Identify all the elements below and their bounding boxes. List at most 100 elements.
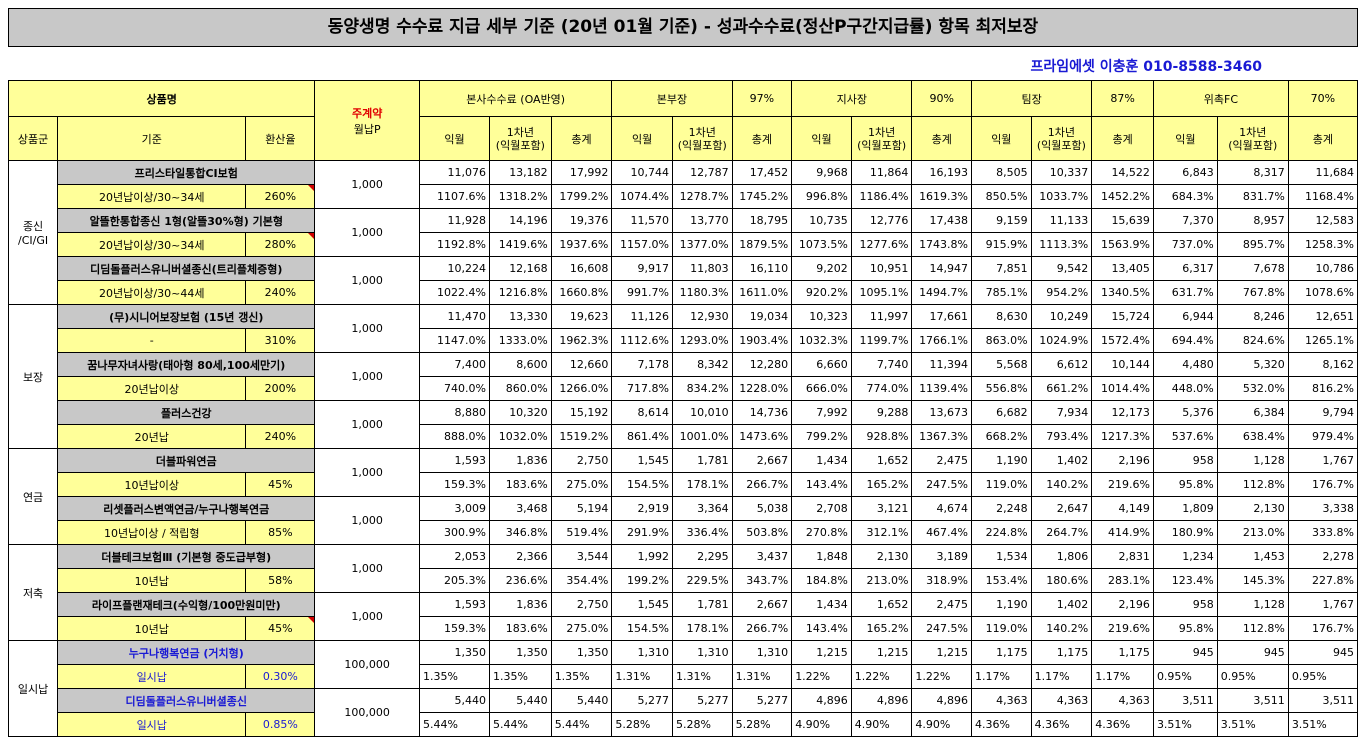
monthly-premium: 1,000	[314, 160, 420, 209]
header-section-rate: 87%	[1091, 80, 1154, 117]
commission-amount: 2,130	[850, 544, 913, 569]
product-basis: 20년납이상	[57, 376, 247, 401]
commission-amount: 11,864	[850, 160, 913, 185]
header-ik: 익월	[611, 116, 673, 161]
commission-amount: 3,468	[489, 496, 552, 521]
commission-rate: 863.0%	[971, 328, 1032, 353]
commission-amount: 13,673	[911, 400, 973, 425]
conversion-rate-value: 58%	[268, 574, 293, 587]
header-year1-top: 1차년	[867, 125, 896, 139]
commission-rate: 1.17%	[1030, 664, 1093, 689]
header-total: 총계	[1287, 116, 1359, 161]
commission-amount: 10,337	[1030, 160, 1093, 185]
commission-amount: 3,121	[850, 496, 913, 521]
commission-amount: 1,175	[1030, 640, 1093, 665]
commission-amount: 1,545	[611, 592, 673, 617]
commission-amount: 5,277	[611, 688, 673, 713]
commission-amount: 7,370	[1152, 208, 1218, 233]
commission-rate: 219.6%	[1091, 472, 1154, 497]
commission-amount: 1,215	[791, 640, 852, 665]
header-ik: 익월	[418, 116, 491, 161]
comment-marker-icon[interactable]	[308, 617, 314, 623]
conversion-rate-value: 240%	[264, 430, 297, 443]
commission-rate: 1.22%	[791, 664, 852, 689]
commission-rate: 920.2%	[791, 280, 852, 305]
commission-amount: 11,133	[1030, 208, 1093, 233]
commission-rate: 1112.6%	[611, 328, 673, 353]
commission-table: 상품명 주계약 월납P 본사수수료 (OA반영) 본부장 97% 지사장 90% 팀장 87% 위촉…	[7, 80, 1359, 737]
commission-amount: 1,310	[611, 640, 673, 665]
product-rate-row: 10년납이상 / 적립형 85% 300.9% 346.8% 519.4% 291.9% 3…	[9, 520, 1359, 545]
commission-amount: 8,162	[1287, 352, 1359, 377]
commission-rate: 229.5%	[672, 568, 733, 593]
commission-amount: 2,196	[1091, 592, 1154, 617]
product-amount-row: 연금 더블파워연금 1,000 1,593 1,836 2,750 1,545 1,781 2,…	[7, 448, 1359, 545]
commission-amount: 1,593	[418, 448, 491, 473]
commission-rate: 5.44%	[489, 712, 552, 737]
commission-rate: 631.7%	[1152, 280, 1218, 305]
commission-rate: 4.36%	[971, 712, 1032, 737]
product-rate-row: 20년납이상/30~34세 260% 1107.6% 1318.2% 1799.2% 10…	[9, 184, 1359, 209]
commission-rate: 1340.5%	[1091, 280, 1154, 305]
product-amount-row: 종신 /CI/GI 프리스타일통합CI보험 1,000 11,076 13,182 17,…	[7, 160, 1359, 305]
commission-rate: 996.8%	[791, 184, 852, 209]
product-name: 디딤돌플러스유니버셜종신	[57, 688, 316, 713]
product-amount-row: 보장 (무)시니어보장보험 (15년 갱신) 1,000 11,470 13,330 19…	[7, 304, 1359, 449]
conversion-rate-value: 260%	[264, 190, 297, 203]
commission-amount: 1,215	[911, 640, 973, 665]
commission-rate: 154.5%	[611, 616, 673, 641]
commission-rate: 3.51%	[1216, 712, 1289, 737]
commission-rate: 5.44%	[550, 712, 613, 737]
commission-amount: 1,350	[550, 640, 613, 665]
product-basis: 10년납	[57, 616, 247, 641]
commission-amount: 10,735	[791, 208, 852, 233]
commission-amount: 9,288	[850, 400, 913, 425]
commission-rate: 740.0%	[418, 376, 491, 401]
commission-rate: 1745.2%	[731, 184, 793, 209]
commission-rate: 5.28%	[672, 712, 733, 737]
commission-rate: 767.8%	[1216, 280, 1289, 305]
commission-rate: 300.9%	[418, 520, 491, 545]
commission-rate: 888.0%	[418, 424, 491, 449]
commission-rate: 638.4%	[1216, 424, 1289, 449]
header-section-rate: 97%	[731, 80, 793, 117]
commission-rate: 1258.3%	[1287, 232, 1359, 257]
comment-marker-icon[interactable]	[308, 233, 314, 239]
commission-amount: 4,896	[911, 688, 973, 713]
commission-rate: 336.4%	[672, 520, 733, 545]
conversion-rate: 240%	[245, 424, 316, 449]
commission-rate: 4.90%	[791, 712, 852, 737]
commission-rate: 178.1%	[672, 472, 733, 497]
commission-rate: 694.4%	[1152, 328, 1218, 353]
commission-rate: 140.2%	[1030, 472, 1093, 497]
monthly-premium: 1,000	[314, 208, 420, 257]
commission-amount: 7,992	[791, 400, 852, 425]
commission-amount: 17,438	[911, 208, 973, 233]
commission-rate: 1937.6%	[550, 232, 613, 257]
commission-amount: 5,568	[971, 352, 1032, 377]
commission-rate: 1078.6%	[1287, 280, 1359, 305]
commission-amount: 5,440	[489, 688, 552, 713]
comment-marker-icon[interactable]	[308, 185, 314, 191]
commission-rate: 275.0%	[550, 472, 613, 497]
commission-amount: 12,660	[550, 352, 613, 377]
commission-amount: 14,196	[489, 208, 552, 233]
commission-amount: 6,660	[791, 352, 852, 377]
commission-amount: 2,248	[971, 496, 1032, 521]
commission-rate: 312.1%	[850, 520, 913, 545]
commission-rate: 1074.4%	[611, 184, 673, 209]
commission-amount: 1,836	[489, 448, 552, 473]
commission-rate: 153.4%	[971, 568, 1032, 593]
commission-amount: 8,342	[672, 352, 733, 377]
commission-amount: 1,350	[418, 640, 491, 665]
conversion-rate-value: 280%	[264, 238, 297, 251]
product-rate-row: 10년납 45% 159.3% 183.6% 275.0% 154.5% 178.1% 266…	[9, 616, 1359, 641]
commission-amount: 5,320	[1216, 352, 1289, 377]
commission-amount: 2,919	[611, 496, 673, 521]
commission-rate: 1266.0%	[550, 376, 613, 401]
commission-amount: 1,992	[611, 544, 673, 569]
commission-rate: 318.9%	[911, 568, 973, 593]
commission-amount: 2,278	[1287, 544, 1359, 569]
commission-amount: 8,630	[971, 304, 1032, 329]
header-ik: 익월	[1152, 116, 1218, 161]
